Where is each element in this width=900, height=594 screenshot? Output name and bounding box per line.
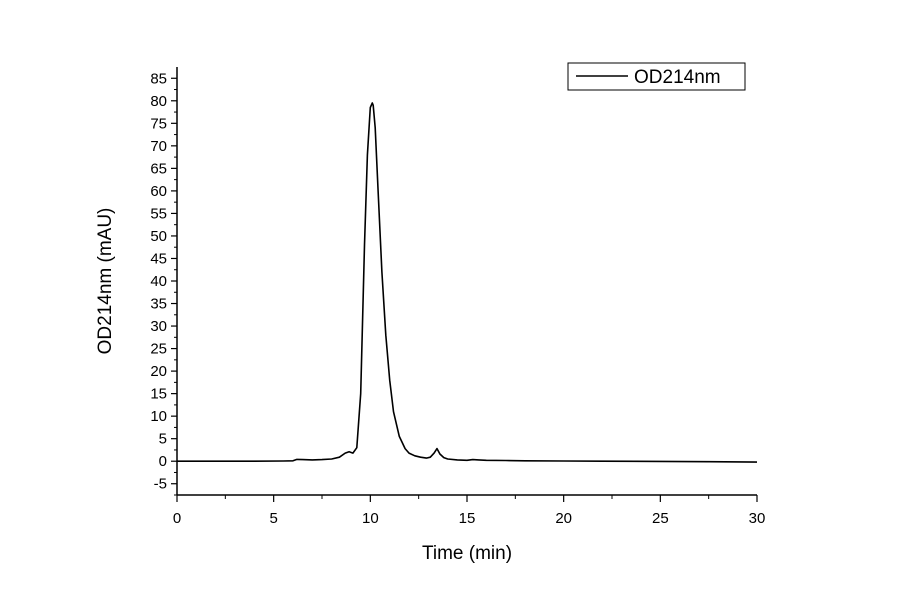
y-axis-ticks: -5 0 5 10 15 20 25 30 35 40 45 50 55 60 65 70 75 80 85 (150, 70, 177, 496)
legend: OD214nm (567, 62, 746, 91)
legend-label: OD214nm (634, 67, 721, 88)
y-tick-label: 50 (150, 228, 167, 245)
y-tick-label: 80 (150, 93, 167, 110)
x-tick-label: 15 (459, 510, 476, 527)
x-tick-label: 10 (362, 510, 379, 527)
series-line-od214nm (177, 102, 758, 463)
plot-area (177, 102, 758, 463)
y-tick-label: 10 (150, 408, 167, 425)
y-tick-label: -5 (154, 476, 167, 493)
y-tick-label: 85 (150, 70, 167, 87)
y-tick-label: 40 (150, 273, 167, 290)
y-tick-label: 55 (150, 205, 167, 222)
axes: -5 0 5 10 15 20 25 30 35 40 45 50 55 60 65 70 75 80 85 0 5 1… (150, 67, 765, 527)
x-tick-label: 25 (652, 510, 669, 527)
y-tick-label: 35 (150, 296, 167, 313)
y-axis-title: OD214nm (mAU) (95, 208, 116, 355)
y-tick-label: 70 (150, 138, 167, 155)
x-tick-label: 30 (749, 510, 766, 527)
y-tick-label: 25 (150, 341, 167, 358)
y-tick-label: 75 (150, 115, 167, 132)
y-tick-label: 20 (150, 363, 167, 380)
y-tick-label: 65 (150, 160, 167, 177)
y-tick-label: 15 (150, 386, 167, 403)
y-tick-label: 45 (150, 250, 167, 267)
y-tick-label: 30 (150, 318, 167, 335)
y-tick-label: 0 (159, 453, 167, 470)
x-tick-label: 20 (555, 510, 572, 527)
y-tick-label: 60 (150, 183, 167, 200)
x-axis-ticks: 0 5 10 15 20 25 30 (173, 495, 766, 527)
x-axis-title: Time (min) (422, 543, 512, 564)
x-tick-label: 5 (269, 510, 277, 527)
y-tick-label: 5 (159, 431, 167, 448)
x-tick-label: 0 (173, 510, 181, 527)
